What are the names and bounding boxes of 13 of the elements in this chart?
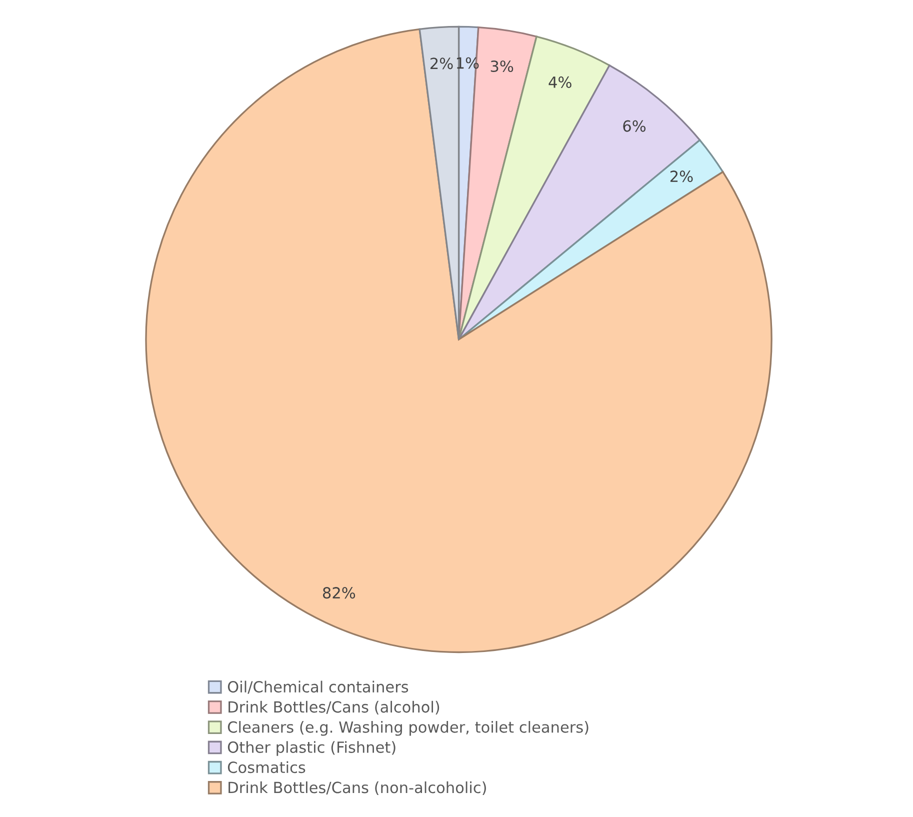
data-label: 82%	[322, 587, 356, 599]
legend-label: Oil/Chemical containers	[228, 680, 408, 694]
pie-slice	[145, 28, 772, 654]
legend-label: Cosmatics	[228, 761, 306, 774]
data-label: 2%	[670, 170, 693, 182]
data-label: 6%	[623, 120, 646, 132]
data-label: 2%	[430, 58, 453, 70]
legend-label: Other plastic (Fishnet)	[228, 741, 396, 756]
data-label: 3%	[490, 60, 514, 72]
legend-label: Drink Bottles/Cans (alcohol)	[228, 700, 440, 715]
legend-label: Drink Bottles/Cans (non-alcoholic)	[228, 781, 486, 796]
legend-label: Cleaners (e.g. Washing powder, toilet cleaners)	[228, 721, 588, 736]
data-label: 4%	[548, 76, 572, 88]
